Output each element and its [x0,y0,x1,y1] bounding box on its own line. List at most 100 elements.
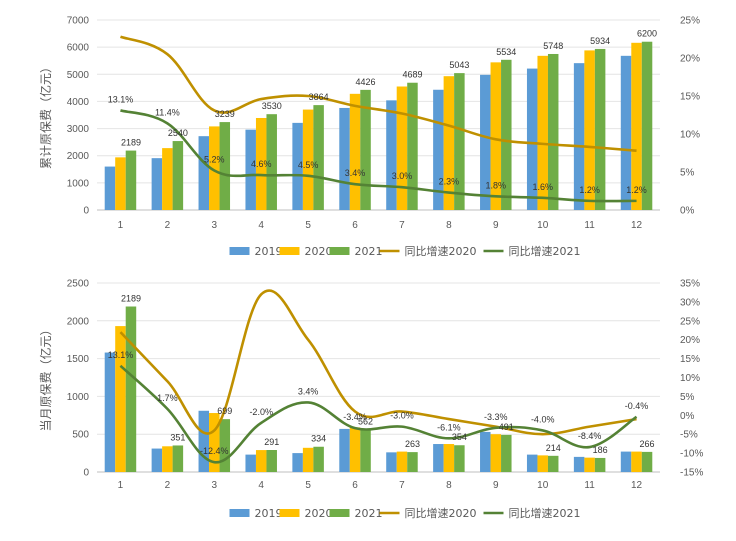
bar-2021-8 [454,445,465,472]
y2-tick-label: 0% [680,411,695,422]
bar-value-label: 291 [264,437,279,447]
y2-tick-label: 25% [680,16,700,27]
x-tick-label: 1 [118,480,124,491]
y-tick-label: 7000 [67,16,90,27]
bar-2021-5 [313,105,324,210]
y-tick-label: 2500 [67,279,90,290]
x-tick-label: 11 [584,480,595,491]
y-tick-label: 1000 [67,392,90,403]
legend-label: 2020 [305,507,333,520]
bar-2020-10 [537,55,548,211]
legend: 2019 2020 2021 同比增速2020 同比增速2021 [229,506,581,520]
bar-2021-7 [407,452,418,472]
bar-2019-5 [292,453,303,472]
bar-2020-3 [209,126,220,210]
line-value-label: 4.5% [298,160,319,170]
bar-2019-3 [198,410,210,472]
bar-2021-1 [125,150,137,210]
bar-2019-3 [198,136,210,210]
bar-value-label: 5934 [590,36,610,46]
bar-value-label: 4426 [356,77,376,87]
legend-label: 同比增速2021 [509,506,581,520]
bar-value-label: 2189 [121,294,141,304]
bar-value-label: 334 [311,434,326,444]
line-value-label: 3.4% [345,168,366,178]
bar-value-label: 5534 [496,47,516,57]
line-value-label: 11.4% [155,107,180,117]
x-tick-label: 3 [212,480,218,491]
y-tick-label: 6000 [67,43,90,54]
bar-2020-10 [537,455,548,472]
legend-swatch [229,247,250,255]
x-tick-label: 5 [305,480,311,491]
bar-2021-8 [454,73,465,211]
legend-label: 2021 [355,507,383,520]
y2-tick-label: 20% [680,335,700,346]
bar-value-label: 5748 [543,41,563,51]
y-tick-label: 5000 [67,70,90,81]
bar-value-label: 2189 [121,138,141,148]
x-tick-label: 12 [631,220,643,231]
line-value-label: 1.6% [532,182,553,192]
bar-2020-12 [631,451,642,472]
line-value-label: 1.8% [486,180,507,190]
line-value-label: 5.2% [204,154,225,164]
legend: 2019 2020 2021 同比增速2020 同比增速2021 [229,244,581,258]
legend-swatch [279,247,300,255]
x-tick-label: 10 [537,220,549,231]
line-同比增速2020 [120,35,637,153]
y-tick-label: 500 [72,430,89,441]
x-tick-label: 5 [305,220,311,231]
bar-2019-4 [245,129,256,210]
y2-tick-label: 10% [680,373,700,384]
legend-label: 同比增速2020 [405,506,477,520]
line-value-label: -6.1% [437,422,461,432]
x-tick-label: 3 [212,220,218,231]
x-tick-label: 8 [446,480,452,491]
y2-tick-label: 35% [680,279,700,290]
chart-1: 0 1000 2000 3000 4000 5000 6000 7000 0% 5% 10% 15% 2… [38,16,700,259]
y-tick-label: 3000 [67,124,90,135]
bar-2021-4 [266,450,277,472]
x-tick-label: 7 [399,480,405,491]
y2-tick-label: -5% [680,430,698,441]
bar-2019-7 [386,100,397,210]
y-tick-label: 4000 [67,97,90,108]
bar-2019-9 [480,74,491,210]
bar-2019-10 [526,68,538,210]
line-同比增速2021 [120,109,637,203]
bar-value-label: 562 [358,417,373,427]
legend-swatch [329,247,350,255]
y2-tick-label: -15% [680,468,703,479]
x-tick-label: 2 [165,480,171,491]
bar-2021-6 [360,429,371,472]
bar-2019-10 [526,454,538,472]
bar-2019-2 [151,448,163,472]
bar-2019-7 [386,452,397,472]
bar-2019-1 [104,352,116,472]
x-tick-label: 11 [584,220,595,231]
y2-tick-label: 10% [680,130,700,141]
y2-tick-label: 15% [680,354,700,365]
bar-2021-11 [594,457,606,472]
bar-2021-9 [501,434,512,472]
bar-2019-6 [339,428,350,472]
y2-tick-label: 20% [680,54,700,65]
bar-2019-11 [573,63,585,211]
bar-value-label: 214 [546,443,561,453]
bar-2021-1 [125,306,137,472]
bar-2019-5 [292,122,303,210]
x-tick-label: 2 [165,220,171,231]
line-value-label: -2.0% [249,407,273,417]
bar-2020-11 [584,457,595,472]
bar-2019-9 [480,431,491,472]
bar-2021-10 [547,455,559,472]
bar-value-label: 3530 [262,101,282,111]
y2-tick-label: 25% [680,316,700,327]
y2-tick-label: 0% [680,206,695,217]
bar-2020-8 [443,444,455,472]
legend-label: 2021 [355,245,383,258]
bar-2021-7 [407,82,418,210]
